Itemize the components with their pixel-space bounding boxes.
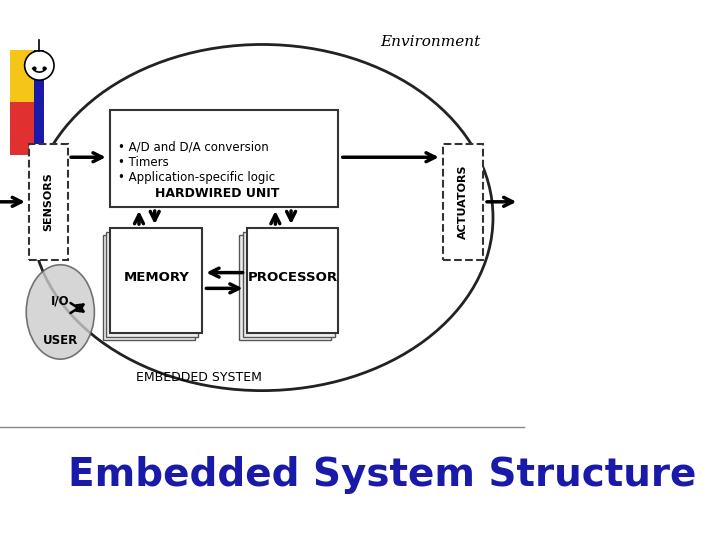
- FancyBboxPatch shape: [239, 235, 331, 340]
- Text: • A/D and D/A conversion: • A/D and D/A conversion: [118, 141, 269, 154]
- Text: • Timers: • Timers: [118, 156, 168, 169]
- FancyBboxPatch shape: [110, 228, 202, 333]
- FancyBboxPatch shape: [103, 235, 194, 340]
- Ellipse shape: [26, 265, 94, 359]
- Circle shape: [24, 51, 54, 80]
- FancyBboxPatch shape: [110, 110, 338, 207]
- FancyBboxPatch shape: [107, 232, 198, 336]
- Text: PROCESSOR: PROCESSOR: [248, 272, 338, 285]
- FancyBboxPatch shape: [243, 232, 335, 336]
- FancyBboxPatch shape: [11, 50, 34, 102]
- Text: ACTUATORS: ACTUATORS: [458, 165, 468, 239]
- Text: I/O: I/O: [51, 295, 70, 308]
- FancyBboxPatch shape: [34, 50, 43, 154]
- FancyBboxPatch shape: [29, 144, 68, 260]
- FancyBboxPatch shape: [246, 228, 338, 333]
- Text: Embedded System Structure: Embedded System Structure: [68, 456, 696, 494]
- Text: EMBEDDED SYSTEM: EMBEDDED SYSTEM: [136, 371, 262, 384]
- Text: • Application-specific logic: • Application-specific logic: [118, 171, 275, 184]
- Text: Environment: Environment: [380, 35, 480, 49]
- FancyBboxPatch shape: [444, 144, 482, 260]
- Text: SENSORS: SENSORS: [43, 172, 53, 231]
- Text: HARDWIRED UNIT: HARDWIRED UNIT: [155, 187, 279, 200]
- Text: USER: USER: [42, 334, 78, 347]
- Text: MEMORY: MEMORY: [123, 272, 189, 285]
- FancyBboxPatch shape: [11, 102, 34, 154]
